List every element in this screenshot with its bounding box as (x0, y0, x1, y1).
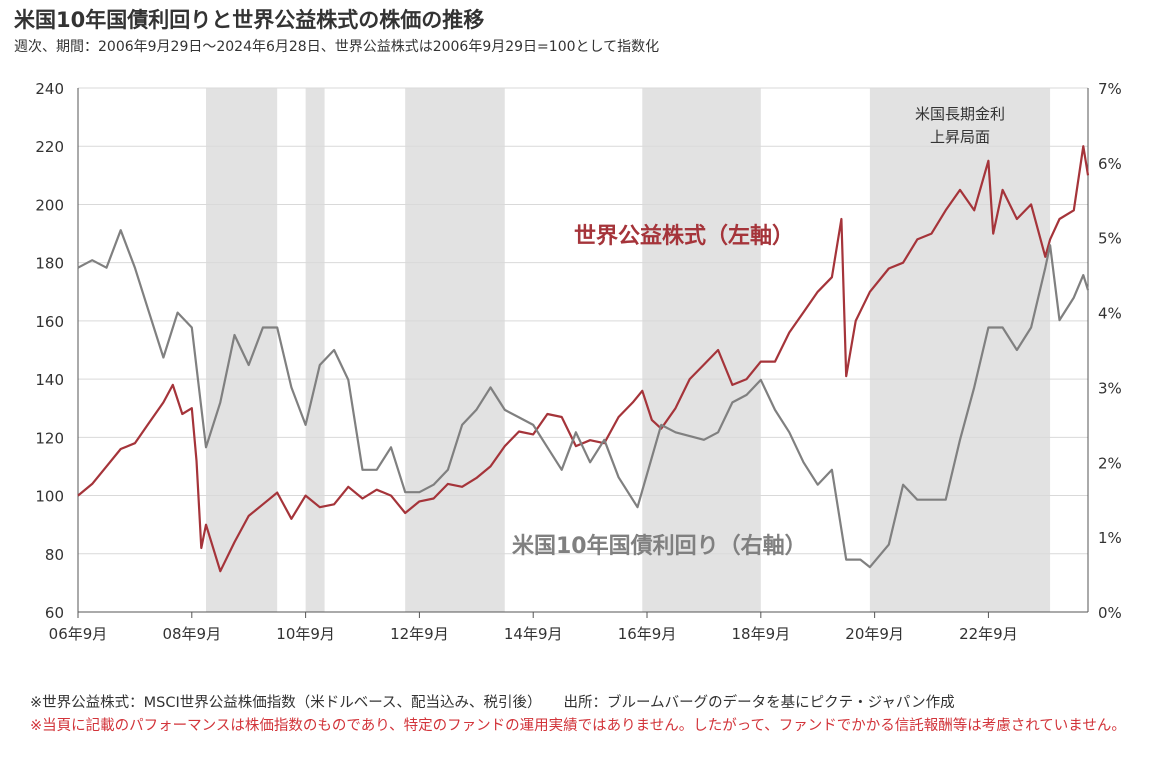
series-line-yield (77, 229, 1090, 569)
y-right-tick-label: 6% (1098, 155, 1122, 173)
shaded-period-3 (405, 88, 505, 612)
y-left-tick-label: 240 (35, 80, 64, 98)
y-left-tick-label: 60 (45, 604, 64, 622)
y-left-tick-label: 160 (35, 313, 64, 331)
chart-title: 米国10年国債利回りと世界公益株式の株価の推移 (14, 8, 485, 32)
footnote-disclaimer: ※当頁に記載のパフォーマンスは株価指数のものであり、特定のファンドの運用実績では… (30, 718, 1126, 734)
chart-subtitle: 週次、期間：2006年9月29日～2024年6月28日、世界公益株式は2006年… (14, 39, 660, 55)
shaded-period-annotation: 上昇局面 (930, 128, 990, 146)
y-left-tick-label: 140 (35, 371, 64, 389)
x-tick-label: 16年9月 (618, 625, 677, 643)
series-label-stock: 世界公益株式（左軸） (574, 223, 794, 249)
y-right-tick-label: 7% (1098, 80, 1122, 98)
series-line-stock (77, 145, 1090, 573)
x-tick-label: 20年9月 (845, 625, 904, 643)
y-left-tick-label: 200 (35, 196, 64, 214)
y-left-tick-label: 100 (35, 488, 64, 506)
y-left-tick-label: 180 (35, 255, 64, 273)
x-tick-label: 10年9月 (276, 625, 335, 643)
y-left-tick-label: 220 (35, 138, 64, 156)
y-left-tick-label: 80 (45, 546, 64, 564)
footnote-index-text: ※世界公益株式：MSCI世界公益株価指数（米ドルベース、配当込み、税引後） (30, 695, 542, 711)
shaded-period-5 (869, 88, 1051, 612)
y-right-tick-label: 4% (1098, 305, 1122, 323)
y-right-tick-label: 2% (1098, 454, 1122, 472)
shaded-period-2 (305, 88, 325, 612)
shaded-period-annotation: 米国長期金利 (915, 105, 1005, 123)
shaded-period-4 (642, 88, 761, 612)
footnote-index: ※世界公益株式：MSCI世界公益株価指数（米ドルベース、配当込み、税引後） 出所：… (30, 693, 955, 714)
y-right-tick-label: 3% (1098, 379, 1122, 397)
y-left-tick-label: 120 (35, 429, 64, 447)
x-tick-label: 22年9月 (959, 625, 1018, 643)
series-label-yield: 米国10年国債利回り（右軸） (512, 533, 807, 559)
y-right-tick-label: 1% (1098, 529, 1122, 547)
y-right-tick-label: 5% (1098, 230, 1122, 248)
footnote-source: 出所：ブルームバーグのデータを基にピクテ・ジャパン作成 (563, 695, 955, 711)
x-tick-label: 18年9月 (731, 625, 790, 643)
y-right-tick-label: 0% (1098, 604, 1122, 622)
x-tick-label: 12年9月 (390, 625, 449, 643)
x-tick-label: 06年9月 (49, 625, 108, 643)
x-tick-label: 14年9月 (504, 625, 563, 643)
chart-svg: 240 220 200 180 160 140 120 100 80 60 7% 6% 5% 4% 3% 2%… (35, 80, 1122, 643)
x-tick-label: 08年9月 (162, 625, 221, 643)
